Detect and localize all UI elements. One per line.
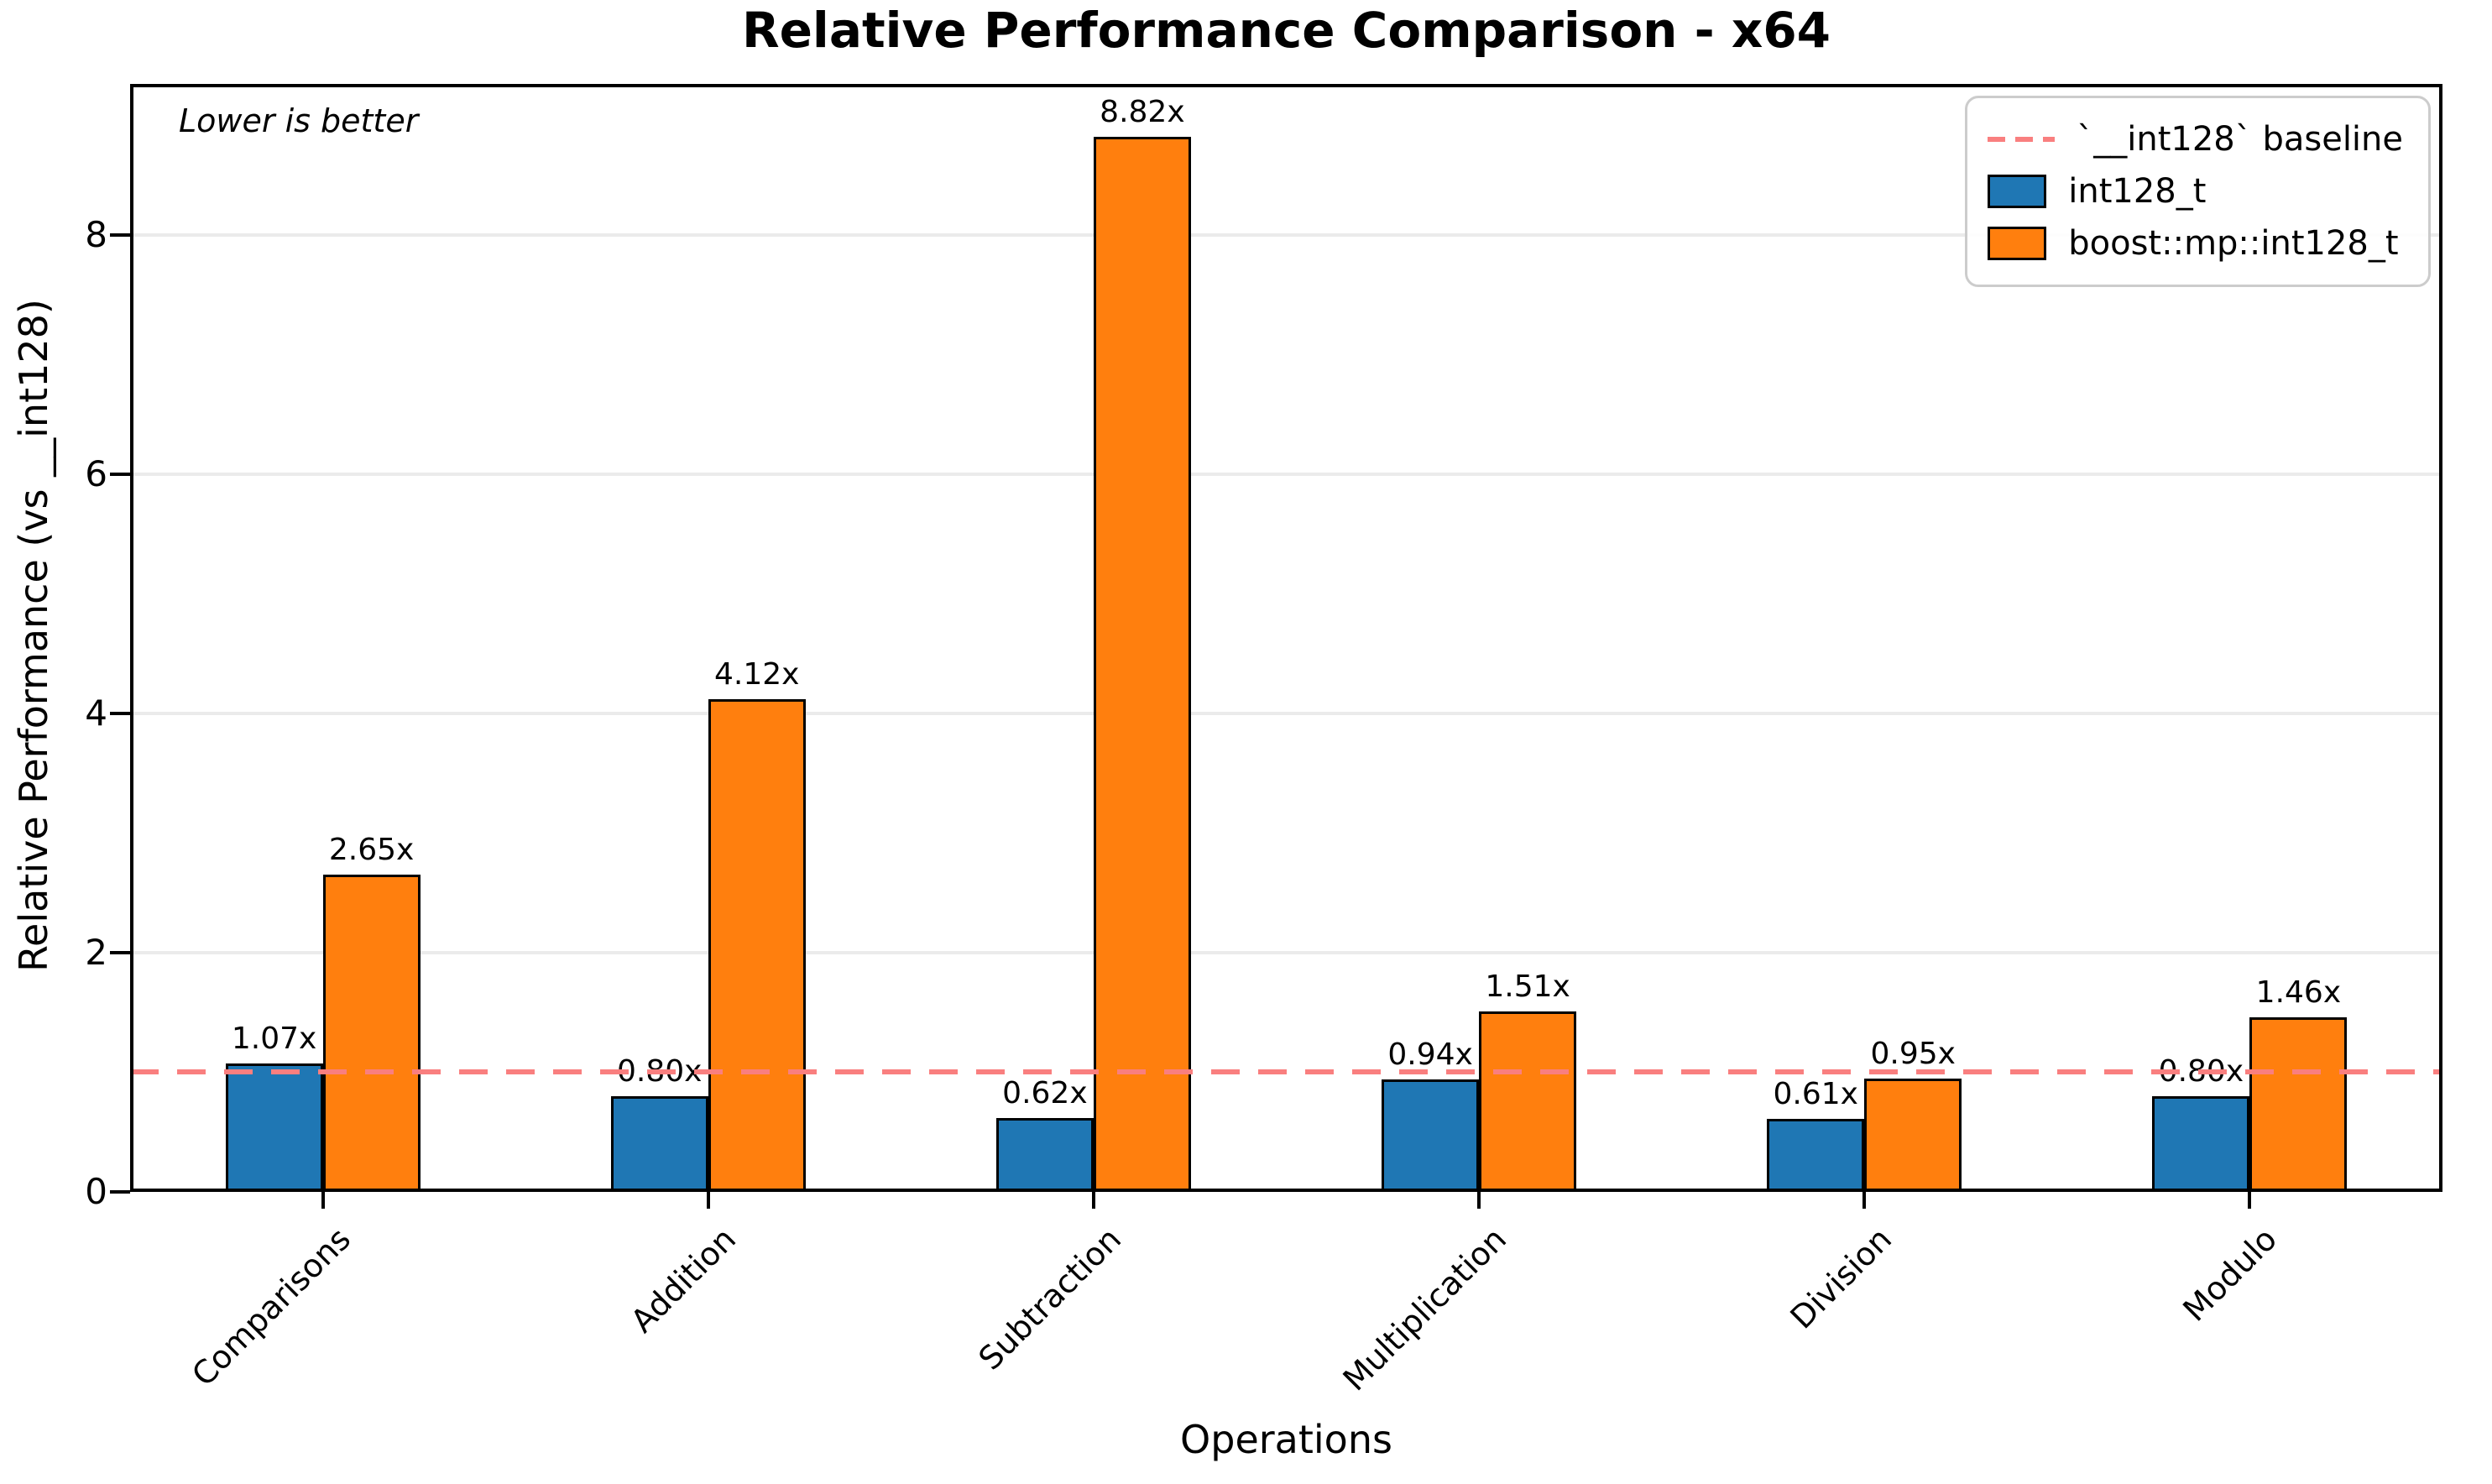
- legend: `__int128` baseline int128_t boost::mp::…: [1965, 96, 2431, 287]
- gridline-y-4: [130, 711, 2442, 715]
- y-tick-mark: [110, 233, 130, 237]
- bar-value-label: 1.46x: [2255, 975, 2342, 1010]
- y-tick-mark: [110, 711, 130, 715]
- bar-boost-mp-int128-t-subtraction: [1093, 136, 1191, 1192]
- bar-int128-t-subtraction: [995, 1117, 1094, 1192]
- x-tick-mark: [1091, 1192, 1095, 1209]
- x-tick-mark: [706, 1192, 710, 1209]
- bar-value-label: 0.61x: [1773, 1077, 1858, 1112]
- bar-boost-mp-int128-t-multiplication: [1479, 1011, 1577, 1192]
- gridline-y-8: [130, 233, 2442, 237]
- y-tick-label: 6: [85, 452, 107, 494]
- bar-int128-t-addition: [610, 1095, 708, 1192]
- legend-label-boost-int128_t: boost::mp::int128_t: [2068, 224, 2399, 263]
- legend-row-boost-int128_t: boost::mp::int128_t: [1988, 217, 2403, 269]
- bar-value-label: 1.51x: [1485, 969, 1570, 1004]
- bar-value-label: 0.62x: [1002, 1075, 1088, 1110]
- legend-swatch-int128_t: [1988, 175, 2047, 208]
- x-tick-mark: [1477, 1192, 1481, 1209]
- bar-int128-t-modulo: [2152, 1095, 2250, 1192]
- y-tick-label: 8: [85, 213, 107, 255]
- x-axis-label: Operations: [1180, 1417, 1392, 1462]
- legend-row-int128_t: int128_t: [1988, 165, 2403, 217]
- y-tick-mark: [110, 472, 130, 476]
- x-tick-mark: [1862, 1192, 1867, 1209]
- gridline-y-2: [130, 950, 2442, 954]
- bar-int128-t-comparisons: [225, 1063, 323, 1192]
- chart-title: Relative Performance Comparison - x64: [741, 2, 1831, 59]
- bar-value-label: 0.94x: [1387, 1037, 1473, 1072]
- bar-boost-mp-int128-t-modulo: [2249, 1016, 2348, 1192]
- plot-area: Lower is better `__int128` baseline int1…: [130, 84, 2442, 1192]
- y-tick-label: 4: [85, 692, 107, 734]
- baseline-dash-icon: [1988, 137, 2056, 142]
- y-tick-label: 2: [85, 931, 107, 973]
- x-tick-mark: [321, 1192, 325, 1209]
- legend-label-int128_t: int128_t: [2068, 172, 2207, 211]
- bar-int128-t-division: [1767, 1119, 1865, 1192]
- legend-swatch-boost-int128_t: [1988, 227, 2047, 260]
- baseline-line: [130, 1069, 2442, 1075]
- bar-value-label: 4.12x: [714, 656, 800, 692]
- y-tick-label: 0: [85, 1171, 107, 1212]
- x-tick-mark: [2248, 1192, 2252, 1209]
- bar-value-label: 0.95x: [1870, 1036, 1956, 1071]
- bar-value-label: 2.65x: [328, 833, 415, 868]
- lower-is-better-annotation: Lower is better: [179, 102, 419, 139]
- bar-boost-mp-int128-t-comparisons: [322, 875, 421, 1192]
- y-tick-mark: [110, 950, 130, 954]
- bar-boost-mp-int128-t-addition: [708, 698, 806, 1192]
- legend-label-baseline: `__int128` baseline: [2077, 120, 2403, 159]
- bar-value-label: 8.82x: [1100, 94, 1185, 129]
- y-tick-mark: [110, 1190, 130, 1194]
- bar-int128-t-multiplication: [1382, 1079, 1480, 1192]
- gridline-y-6: [130, 472, 2442, 476]
- y-axis-label: Relative Performance (vs __int128): [11, 299, 56, 972]
- legend-row-baseline: `__int128` baseline: [1988, 113, 2403, 165]
- bar-value-label: 1.07x: [231, 1022, 317, 1057]
